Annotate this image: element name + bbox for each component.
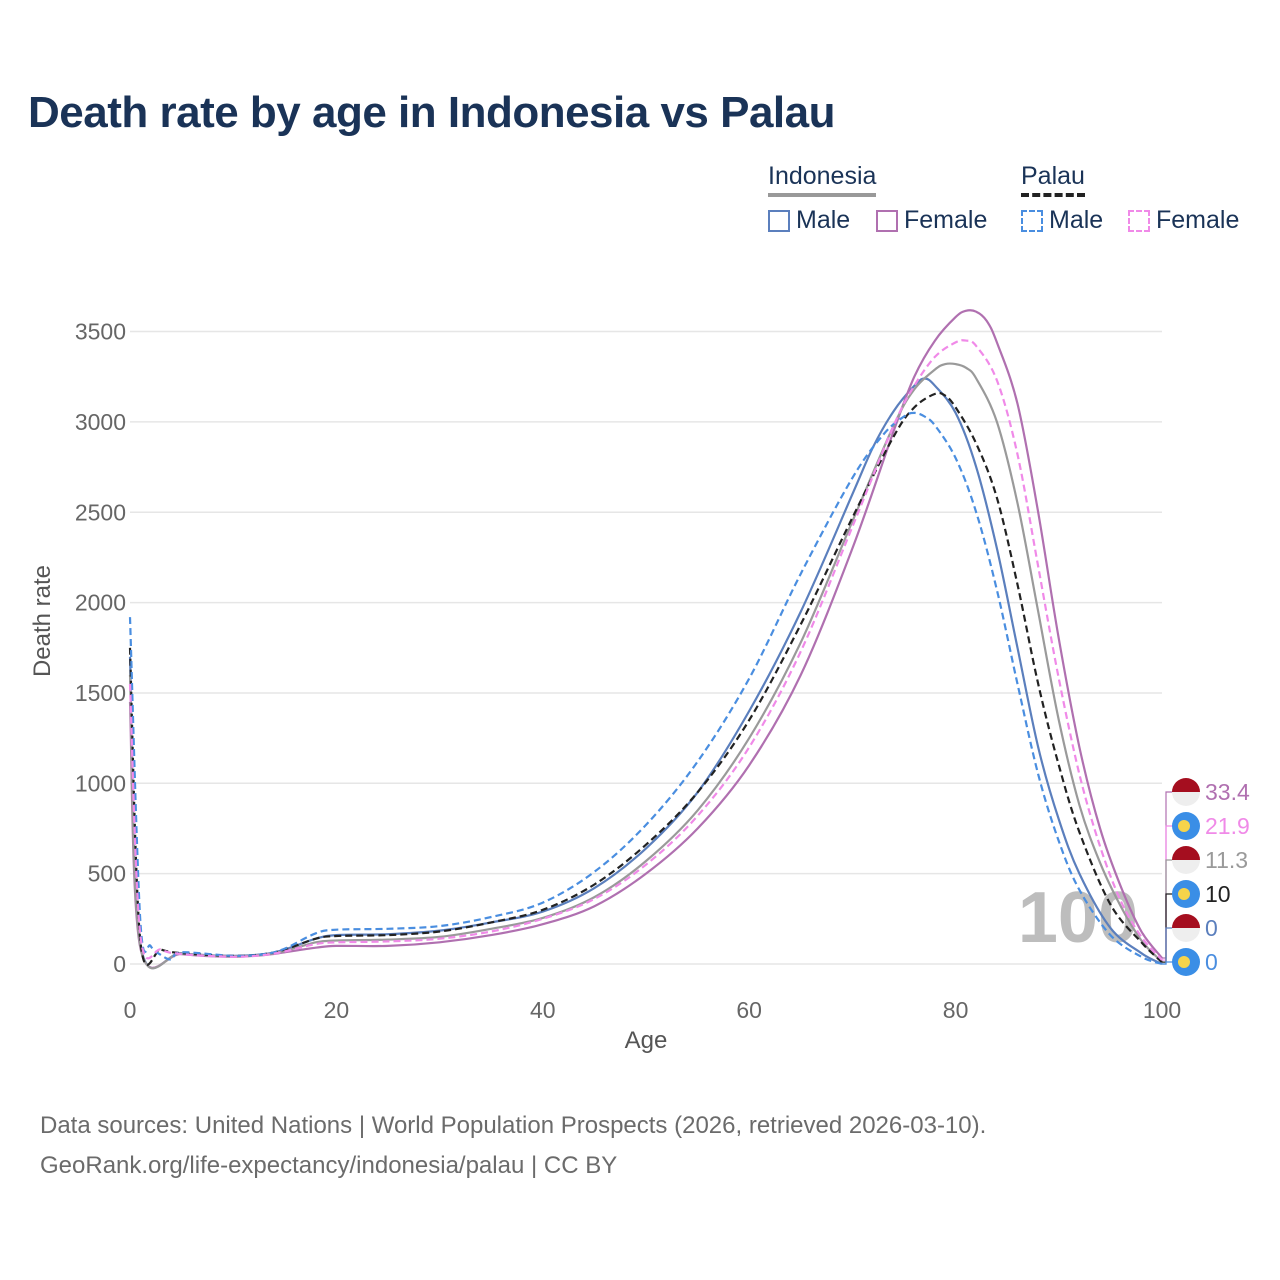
legend-palau-female-swatch (1128, 209, 1150, 232)
x-tick-60: 60 (736, 997, 762, 1023)
y-axis-label: Death rate (29, 565, 56, 677)
end-label-palau-male: 0 (1205, 949, 1218, 975)
end-label-indonesia-total: 11.3 (1205, 847, 1248, 873)
series-line-palau-total (128, 391, 1163, 966)
end-leader-indonesia-total (1162, 859, 1174, 963)
legend-palau-female[interactable]: Female (1128, 206, 1239, 235)
legend-group-indonesia-name: Indonesia (768, 162, 877, 197)
end-labels: 33.4 21.9 11.3 10 0 0 (1162, 778, 1250, 976)
legend-indonesia-male[interactable]: Male (768, 206, 850, 235)
flag-indonesia-icon (1172, 914, 1200, 942)
end-leader-indonesia-female (1162, 791, 1174, 959)
footer-sources: Data sources: United Nations | World Pop… (40, 1112, 987, 1139)
end-leader-indonesia-male (1162, 927, 1174, 965)
footer: Data sources: United Nations | World Pop… (40, 1106, 986, 1186)
flag-indonesia-icon (1172, 778, 1200, 806)
x-tick-80: 80 (943, 997, 969, 1023)
end-label-indonesia-male: 0 (1205, 915, 1218, 941)
y-tick-2500: 2500 (75, 499, 126, 525)
end-label-palau-female: 21.9 (1205, 813, 1250, 839)
legend-indonesia-male-label: Male (796, 206, 851, 234)
flag-palau-icon (1172, 880, 1200, 908)
grid-lines (130, 330, 1162, 965)
series-line-indonesia-total (128, 362, 1163, 970)
footer-link[interactable]: GeoRank.org/life-expectancy/indonesia/pa… (40, 1152, 618, 1179)
x-axis-ticks: 0 20 40 60 80 100 (124, 997, 1182, 1023)
flag-indonesia-icon (1172, 846, 1200, 874)
y-tick-3500: 3500 (75, 319, 126, 345)
chart-plot: 100 0 20 40 60 80 100 05001000150020002500300… (29, 309, 1250, 1054)
legend-group-palau: Palau (1021, 162, 1085, 197)
x-tick-0: 0 (124, 997, 137, 1023)
x-axis-label: Age (625, 1027, 668, 1054)
legend-indonesia-male-swatch (768, 209, 790, 232)
y-tick-0: 0 (113, 951, 126, 977)
chart-title: Death rate by age in Indonesia vs Palau (28, 88, 836, 137)
y-tick-1000: 1000 (75, 770, 126, 796)
x-tick-40: 40 (530, 997, 556, 1023)
series-lines (128, 309, 1163, 970)
y-tick-3000: 3000 (75, 409, 126, 435)
series-line-indonesia-male (128, 377, 1163, 970)
flag-palau-icon (1172, 948, 1200, 976)
y-axis-ticks: 0 500 1000 1500 2000 2500 3000 3500 (75, 319, 126, 977)
legend-palau-male-label: Male (1049, 206, 1104, 234)
legend-indonesia-female-label: Female (904, 206, 988, 234)
y-tick-1500: 1500 (75, 680, 126, 706)
legend-indonesia-female-swatch (876, 209, 898, 232)
series-line-palau-female (128, 339, 1163, 961)
legend-group-indonesia: Indonesia (768, 162, 877, 197)
legend-indonesia-female[interactable]: Female (876, 206, 987, 235)
series-line-palau-male (128, 411, 1163, 966)
legend-palau-male[interactable]: Male (1021, 206, 1103, 235)
end-label-palau-total: 10 (1205, 881, 1231, 907)
x-tick-100: 100 (1143, 997, 1181, 1023)
x-tick-20: 20 (324, 997, 350, 1023)
end-label-indonesia-female: 33.4 (1205, 779, 1250, 805)
legend-palau-female-label: Female (1156, 206, 1240, 234)
end-leader-palau-male (1162, 961, 1174, 965)
flag-palau-icon (1172, 812, 1200, 840)
age-watermark: 100 (1018, 878, 1138, 958)
legend-palau-male-swatch (1021, 209, 1043, 232)
y-tick-500: 500 (88, 861, 126, 887)
legend-group-palau-name: Palau (1021, 162, 1085, 197)
y-tick-2000: 2000 (75, 590, 126, 616)
